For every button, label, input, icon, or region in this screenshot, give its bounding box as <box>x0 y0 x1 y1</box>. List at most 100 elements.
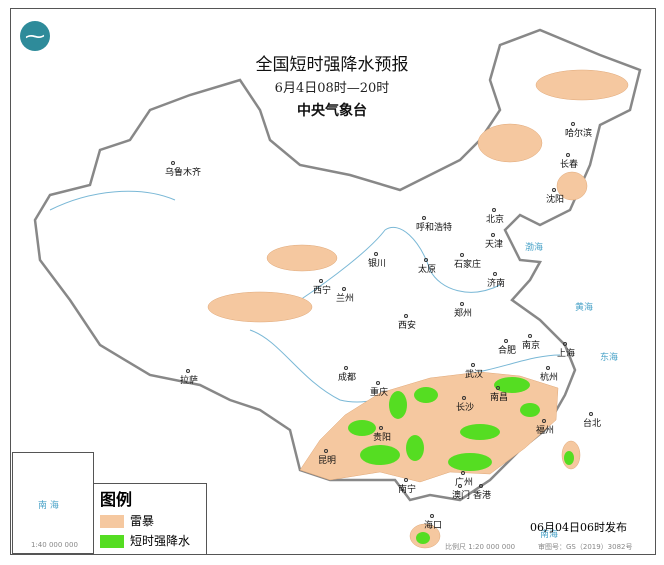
city-marker <box>462 396 466 400</box>
city-label: 南京 <box>522 341 541 351</box>
legend-title: 图例 <box>100 490 133 509</box>
city-marker <box>492 208 496 212</box>
heavy-rain-area <box>414 387 438 403</box>
scale-text: 比例尺 1:20 000 000 <box>445 543 516 551</box>
city-marker <box>552 188 556 192</box>
sea-label: 黄海 <box>575 303 594 313</box>
inset-sea-label: 南 海 <box>38 501 59 511</box>
heavy-rain-area <box>460 424 500 440</box>
city-marker <box>479 484 483 488</box>
map-frame <box>10 8 656 555</box>
city-label: 重庆 <box>370 388 389 398</box>
city-label: 太原 <box>418 265 437 275</box>
city-marker <box>496 386 500 390</box>
city-label: 济南 <box>487 279 506 289</box>
inset-scale: 1:40 000 000 <box>31 541 78 549</box>
city-marker <box>491 233 495 237</box>
city-marker <box>566 153 570 157</box>
city-marker <box>404 314 408 318</box>
city-marker <box>379 426 383 430</box>
city-marker <box>528 334 532 338</box>
city-marker <box>171 161 175 165</box>
city-label: 西宁 <box>313 286 332 296</box>
city-marker <box>186 369 190 373</box>
city-label: 台北 <box>583 419 602 429</box>
thunderstorm-area <box>535 69 629 101</box>
city-marker <box>342 287 346 291</box>
time-range: 6月4日08时—20时 <box>274 81 390 96</box>
city-marker <box>546 366 550 370</box>
city-label: 沈阳 <box>546 195 565 205</box>
thunderstorm-swatch <box>100 515 124 528</box>
legend-item-thunderstorm: 雷暴 <box>100 512 154 529</box>
legend-label: 短时强降水 <box>130 534 191 548</box>
city-marker <box>589 412 593 416</box>
city-label: 贵阳 <box>373 433 392 443</box>
sea-label: 渤海 <box>525 243 544 253</box>
heavy-rain-area <box>389 391 407 419</box>
heavy-rain-area <box>348 420 376 436</box>
city-marker <box>376 381 380 385</box>
legend: 图例 雷暴 短时强降水 <box>93 483 207 555</box>
city-label: 拉萨 <box>180 376 199 386</box>
heavy-rain-area <box>564 451 574 465</box>
city-marker <box>563 342 567 346</box>
city-label: 香港 <box>473 491 492 501</box>
heavy-rain-swatch <box>100 535 124 548</box>
thunderstorm-areas <box>15 69 629 549</box>
city-label: 杭州 <box>540 373 559 383</box>
thunderstorm-area <box>266 244 338 272</box>
sea-label: 南海 <box>540 530 559 540</box>
city-marker <box>324 449 328 453</box>
heavy-rain-area <box>494 377 530 393</box>
city-marker <box>504 339 508 343</box>
city-label: 天津 <box>485 240 504 250</box>
city-label: 郑州 <box>454 309 473 319</box>
city-marker <box>430 514 434 518</box>
heavy-rain-area <box>360 445 400 465</box>
city-label: 武汉 <box>465 370 484 380</box>
city-label: 昆明 <box>318 456 337 466</box>
city-label: 上海 <box>557 349 576 359</box>
city-marker <box>471 363 475 367</box>
city-label: 南宁 <box>398 485 417 495</box>
heavy-rain-area <box>448 453 492 471</box>
legend-label: 雷暴 <box>130 514 155 528</box>
city-marker <box>404 478 408 482</box>
heavy-rain-area <box>406 435 424 461</box>
city-markers <box>171 122 593 518</box>
sea-label: 东海 <box>600 353 619 363</box>
city-marker <box>374 252 378 256</box>
thunderstorm-area <box>207 291 313 323</box>
legend-item-heavy-rain: 短时强降水 <box>100 532 190 549</box>
city-marker <box>319 279 323 283</box>
city-marker <box>460 253 464 257</box>
city-label: 长春 <box>560 160 579 170</box>
city-label: 兰州 <box>336 294 355 304</box>
city-label: 哈尔滨 <box>565 129 593 139</box>
city-marker <box>460 302 464 306</box>
thunderstorm-area <box>477 123 543 163</box>
cma-logo-icon: ⁓ <box>20 21 50 51</box>
map-title: 全国短时强降水预报 <box>255 55 409 75</box>
city-marker <box>542 419 546 423</box>
city-marker <box>493 272 497 276</box>
thunderstorm-area <box>556 171 588 201</box>
city-label: 长沙 <box>456 403 475 413</box>
city-label: 南昌 <box>490 393 509 403</box>
city-marker <box>424 258 428 262</box>
city-label: 北京 <box>486 215 505 225</box>
city-marker <box>422 216 426 220</box>
issued-time: 06月04日06时发布 <box>530 521 627 534</box>
city-label: 福州 <box>536 426 555 436</box>
map-approval-number: 审图号：GS（2019）3082号 <box>538 543 633 551</box>
city-label: 西安 <box>398 321 417 331</box>
river-tarim <box>49 190 176 211</box>
city-label: 澳门 <box>452 491 471 501</box>
heavy-rain-areas <box>16 377 574 544</box>
city-label: 乌鲁木齐 <box>165 168 202 178</box>
south-china-sea-inset: 南 海 1:40 000 000 <box>12 452 94 554</box>
city-label: 合肥 <box>498 346 517 356</box>
